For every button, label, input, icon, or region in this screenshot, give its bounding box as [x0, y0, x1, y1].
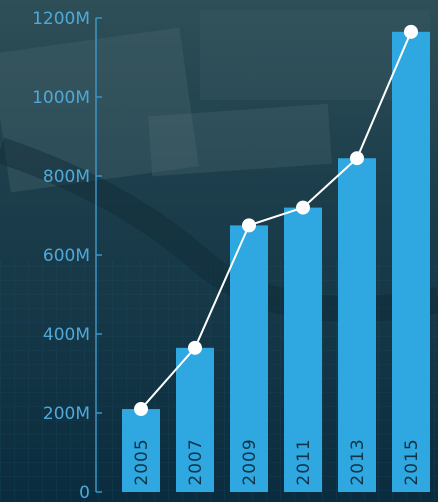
x-category-label: 2009: [240, 438, 260, 485]
bar-2009: [230, 225, 268, 492]
x-category-label: 2013: [348, 438, 368, 485]
x-category-label: 2011: [294, 438, 314, 485]
y-tick-label: 200M: [43, 404, 90, 424]
bars: 2005 2007 2009 2011 2013 2015: [122, 31, 430, 492]
y-tick-label: 0: [79, 483, 90, 502]
bar-2015: [392, 31, 430, 492]
x-category-label: 2005: [132, 438, 152, 485]
trend-point-2005: [134, 402, 148, 417]
bar-2011: [284, 207, 322, 492]
y-tick-label: 800M: [43, 167, 90, 187]
y-tick-label: 1000M: [32, 88, 90, 108]
trend-line: [134, 24, 418, 417]
y-tick-label: 600M: [43, 246, 90, 266]
trend-point-2015: [404, 24, 418, 39]
y-axis: 0 200M 400M 600M 800M 1000M 1200M: [32, 9, 102, 502]
x-category-label: 2015: [402, 438, 422, 485]
y-tick-label: 1200M: [32, 9, 90, 29]
bar-2007: [176, 347, 214, 492]
trend-point-2011: [296, 200, 310, 215]
bar-2013: [338, 158, 376, 492]
trend-line-path: [140, 31, 412, 410]
trend-point-2009: [242, 218, 256, 233]
bar-2005: [122, 409, 160, 492]
trend-point-2007: [188, 340, 202, 355]
x-category-label: 2007: [186, 438, 206, 485]
trend-point-2013: [350, 151, 364, 166]
y-tick-label: 400M: [43, 325, 90, 345]
